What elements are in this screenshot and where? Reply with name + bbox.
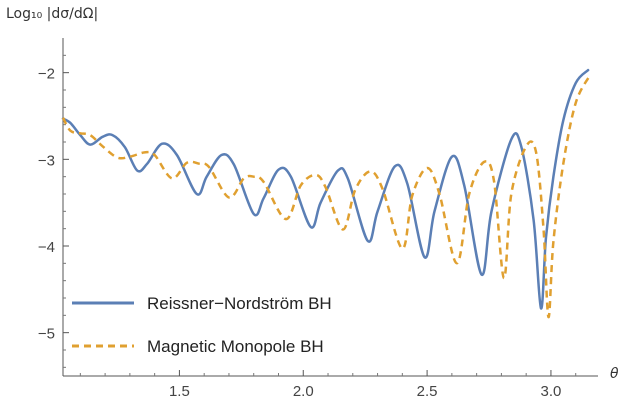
axis-ticks: 1.5 2.0 2.5 3.0 −2 −3 −4 −5 [38, 54, 577, 400]
legend-label-magnetic-monopole-bh: Magnetic Monopole BH [147, 337, 324, 356]
x-tick-label: 2.5 [417, 383, 438, 400]
x-tick-label: 3.0 [541, 383, 562, 400]
x-tick-label: 1.5 [169, 383, 190, 400]
y-tick-label: −5 [38, 326, 55, 343]
series-line-reissner-nordstr-m-bh [61, 68, 590, 310]
y-axis-title: Log₁₀ |dσ/dΩ| [6, 6, 98, 22]
y-tick-label: −4 [38, 239, 55, 256]
x-axis-title: θ [610, 366, 619, 382]
legend: Reissner−Nordström BH Magnetic Monopole B… [72, 294, 332, 356]
series-line-magnetic-monopole-bh [61, 73, 592, 319]
x-tick-label: 2.0 [293, 383, 314, 400]
y-tick-label: −3 [38, 152, 55, 169]
legend-label-reissner-nordstr-m-bh: Reissner−Nordström BH [147, 294, 332, 313]
y-tick-label: −2 [38, 66, 55, 83]
series-layer [61, 68, 592, 319]
